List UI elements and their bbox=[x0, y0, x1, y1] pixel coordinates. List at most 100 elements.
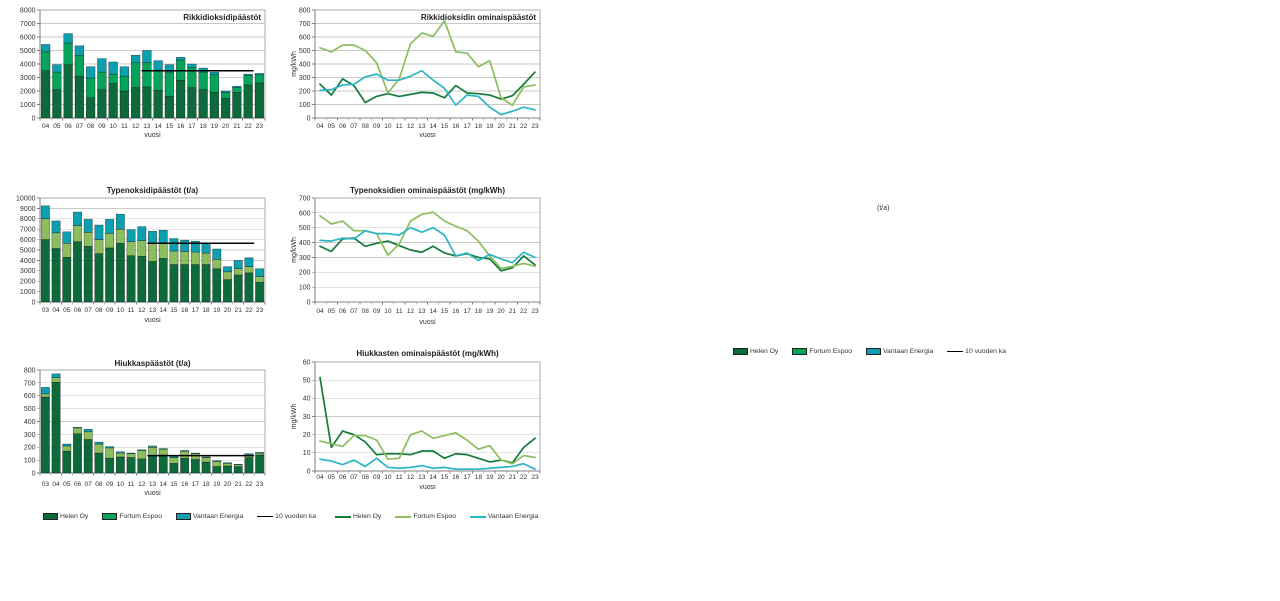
bar-segment bbox=[85, 66, 96, 79]
legend-swatch-line bbox=[335, 515, 351, 518]
bar-segment bbox=[52, 64, 62, 73]
x-tick-label: 22 bbox=[245, 307, 253, 314]
x-tick-label: 14 bbox=[154, 123, 162, 130]
x-tick-label: 09 bbox=[106, 307, 114, 314]
y-tick-label: 100 bbox=[299, 285, 311, 292]
so2-line-svg: 0 100 200 300 400 500 600 700 800 04 05 06 07 08 09 10 1… bbox=[291, 7, 541, 139]
nox-emissions-bar-chart: 0 1000 2000 3000 4000 5000 6000 7000 8000 9000 100… bbox=[0, 182, 300, 342]
y-tick-label: 7000 bbox=[20, 21, 36, 28]
bar-segment bbox=[40, 387, 50, 395]
series-line bbox=[319, 376, 536, 464]
bar-series bbox=[40, 33, 265, 93]
bar-segment bbox=[158, 448, 168, 450]
bar-segment bbox=[164, 71, 175, 97]
bar-segment bbox=[212, 461, 222, 467]
bar-segment bbox=[137, 449, 147, 451]
bar-segment bbox=[63, 64, 73, 119]
bar-segment bbox=[126, 452, 136, 454]
y-tick-label: 300 bbox=[299, 255, 311, 262]
bar-series bbox=[40, 64, 265, 119]
bar-segment bbox=[97, 71, 107, 90]
bar-segment bbox=[244, 272, 254, 303]
x-tick-label: 06 bbox=[74, 307, 82, 314]
bar-segment bbox=[105, 219, 115, 234]
bar-segment bbox=[233, 464, 243, 467]
x-axis-title: vuosi bbox=[419, 319, 436, 326]
y-tick-label: 6000 bbox=[20, 237, 36, 244]
bar-segment bbox=[115, 242, 125, 303]
legend-label: Vantaan Energia bbox=[488, 513, 539, 520]
bar-segment bbox=[190, 264, 200, 303]
bar-segment bbox=[73, 427, 82, 429]
y-tick-label: 500 bbox=[299, 48, 311, 55]
legend-swatch-box bbox=[176, 513, 192, 520]
y-tick-label: 400 bbox=[24, 419, 36, 426]
bar-segment bbox=[223, 271, 232, 280]
x-tick-label: 14 bbox=[429, 308, 437, 315]
bar-segment bbox=[220, 92, 231, 99]
bar-segment bbox=[201, 264, 211, 303]
y-axis-title: mg/kWh bbox=[291, 51, 298, 77]
bar-segment bbox=[51, 381, 61, 474]
x-tick-label: 11 bbox=[128, 307, 135, 314]
x-tick-label: 10 bbox=[384, 474, 392, 481]
x-tick-label: 21 bbox=[233, 123, 241, 130]
x-tick-label: 10 bbox=[384, 308, 392, 315]
x-tick-label: 16 bbox=[452, 123, 460, 130]
legend-item: Helen Oy bbox=[335, 513, 381, 520]
bar-segment bbox=[198, 71, 208, 90]
series-line bbox=[319, 69, 536, 116]
bar-segment bbox=[232, 87, 242, 93]
x-tick-label: 06 bbox=[74, 481, 82, 488]
bar-segment bbox=[169, 457, 179, 464]
bar-segment bbox=[244, 266, 254, 274]
legend-label: Fortum Espoo bbox=[809, 348, 853, 355]
x-tick-label: 11 bbox=[128, 481, 135, 488]
bar-segment bbox=[137, 240, 147, 257]
x-tick-label: 22 bbox=[520, 474, 528, 481]
bar-segment bbox=[148, 445, 157, 448]
bar-segment bbox=[233, 268, 243, 276]
x-axis-title: vuosi bbox=[419, 132, 436, 139]
x-tick-label: 12 bbox=[132, 123, 140, 130]
legend-item: Vantaan Energia bbox=[866, 348, 933, 355]
x-tick-label: 13 bbox=[418, 474, 426, 481]
x-tick-label: 12 bbox=[407, 308, 415, 315]
bar-segment bbox=[85, 97, 96, 119]
chart-title: Typenoksidipäästöt (t/a) bbox=[107, 186, 199, 195]
bar-segment bbox=[73, 211, 82, 226]
bar-segment bbox=[187, 63, 197, 68]
bar-segment bbox=[62, 450, 72, 474]
bar-segment bbox=[255, 281, 265, 303]
bar-segment bbox=[97, 58, 107, 73]
y-tick-label: 300 bbox=[299, 75, 311, 82]
bar-segment bbox=[94, 452, 104, 474]
x-tick-label: 13 bbox=[149, 481, 157, 488]
y-tick-label: 600 bbox=[299, 34, 311, 41]
bar-segment bbox=[40, 44, 51, 53]
bar-series bbox=[40, 239, 265, 303]
bar-segment bbox=[201, 456, 211, 458]
series-line bbox=[319, 430, 536, 465]
x-tick-label: 18 bbox=[475, 123, 483, 130]
y-tick-label: 200 bbox=[24, 445, 36, 452]
bar-segment bbox=[244, 257, 254, 267]
bar-segment bbox=[115, 228, 125, 244]
bar-segment bbox=[108, 73, 118, 84]
series-line bbox=[319, 211, 536, 270]
bar-segment bbox=[148, 447, 157, 456]
y-tick-label: 3000 bbox=[20, 268, 36, 275]
x-tick-label: 11 bbox=[121, 123, 128, 130]
bar-segment bbox=[243, 75, 253, 86]
x-tick-label: 20 bbox=[497, 474, 505, 481]
x-tick-label: 20 bbox=[497, 308, 505, 315]
legend-label: 10 vuoden ka bbox=[275, 513, 316, 520]
y-tick-label: 10 bbox=[303, 450, 311, 457]
bar-segment bbox=[148, 231, 157, 245]
bar-segment bbox=[180, 450, 190, 459]
x-tick-label: 04 bbox=[52, 481, 60, 488]
x-tick-label: 04 bbox=[316, 474, 324, 481]
bar-segment bbox=[180, 264, 190, 303]
legend-swatch-line bbox=[470, 515, 487, 518]
x-tick-label: 09 bbox=[373, 123, 381, 130]
